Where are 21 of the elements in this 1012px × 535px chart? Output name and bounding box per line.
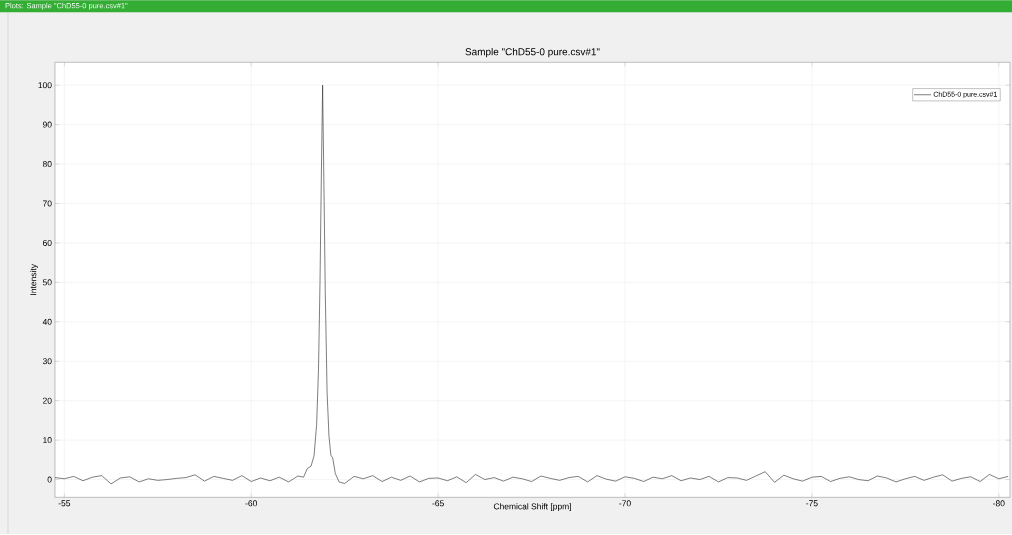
y-tick-label: 0 xyxy=(47,476,52,483)
x-tick-label: -55 xyxy=(58,500,71,507)
x-tick-label: -75 xyxy=(806,500,818,507)
y-tick-label: 20 xyxy=(42,397,52,404)
x-tick-label: -70 xyxy=(619,500,631,507)
y-tick-label: 60 xyxy=(42,240,52,247)
y-tick-label: 90 xyxy=(42,121,52,128)
x-tick-label: -60 xyxy=(245,500,258,507)
y-tick-label: 70 xyxy=(42,200,52,207)
x-axis-title: Chemical Shift [ppm] xyxy=(493,503,571,512)
chart-title: Sample "ChD55-0 pure.csv#1" xyxy=(465,48,600,58)
y-tick-label: 10 xyxy=(43,437,52,444)
y-tick-label: 30 xyxy=(42,358,52,365)
x-tick-label: -80 xyxy=(993,500,1005,507)
y-tick-label: 40 xyxy=(42,319,52,326)
y-tick-label: 50 xyxy=(42,279,52,286)
x-tick-label: -65 xyxy=(432,500,444,507)
y-tick-label: 80 xyxy=(42,161,52,168)
y-axis-title: Intensity xyxy=(30,264,38,296)
y-tick-label: 100 xyxy=(38,82,52,89)
line-series xyxy=(54,85,1009,485)
